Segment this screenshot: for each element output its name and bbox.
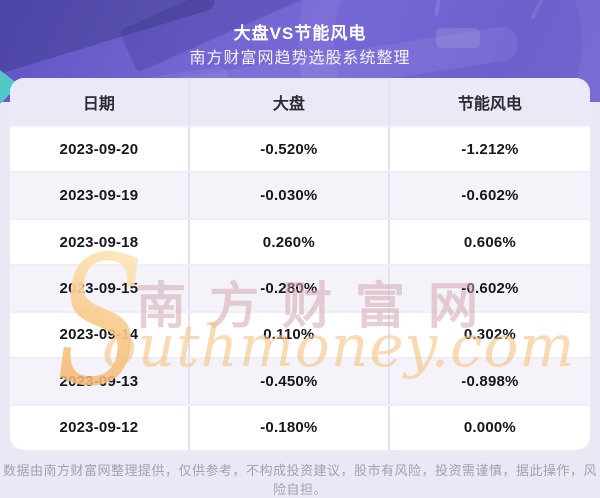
cell-date: 2023-09-12 (10, 405, 190, 450)
cell-stock-change: -1.212% (461, 140, 519, 158)
cell-stock-change: 0.000% (463, 419, 516, 437)
cell-date: 2023-09-13 (10, 359, 190, 404)
cell-stock-change: 0.302% (463, 326, 516, 344)
disclaimer-text: 数据由南方财富网整理提供，仅供参考，不构成投资建议，股市有风险，投资需谨慎，据此… (2, 463, 597, 497)
cell-stock-change: -0.602% (461, 279, 519, 297)
cell-stock-change: -0.898% (461, 372, 519, 390)
cell-market-change: -0.280% (190, 266, 390, 311)
cell-stock-change: 0.606% (463, 233, 516, 251)
table-row: 2023-09-19 -0.030% -0.602% (10, 171, 590, 218)
table-row: 2023-09-20 -0.520% -1.212% (10, 125, 590, 172)
table-row: 2023-09-18 0.260% 0.606% (10, 217, 590, 265)
table-row: 2023-09-15 -0.280% -0.602% (10, 264, 590, 311)
cell-market-change: 0.260% (190, 219, 390, 265)
cell-market-change: 0.110% (190, 312, 390, 358)
cell-date: 2023-09-20 (10, 127, 190, 172)
cell-date: 2023-09-14 (10, 312, 190, 358)
table-row: 2023-09-14 0.110% 0.302% (10, 310, 590, 358)
comparison-table: 日期 大盘 节能风电 2023-09-20 -0.520% -1.212% 20… (10, 78, 590, 450)
column-header-market: 大盘 (190, 78, 390, 125)
table-body: 2023-09-20 -0.520% -1.212% 2023-09-19 -0… (10, 125, 590, 450)
cell-market-change: -0.450% (190, 359, 390, 404)
table-header-row: 日期 大盘 节能风电 (10, 78, 590, 125)
cell-date: 2023-09-19 (10, 173, 190, 218)
column-header-date: 日期 (10, 78, 190, 125)
page-subtitle: 南方财富网趋势选股系统整理 (189, 50, 411, 67)
column-header-stock: 节能风电 (457, 95, 522, 113)
cell-market-change: -0.520% (190, 127, 390, 172)
page-title: 大盘VS节能风电 (233, 24, 367, 43)
table-row: 2023-09-13 -0.450% -0.898% (10, 357, 590, 404)
cell-date: 2023-09-18 (10, 219, 190, 265)
table-row: 2023-09-12 -0.180% 0.000% (10, 403, 590, 450)
cell-date: 2023-09-15 (10, 266, 190, 311)
cell-market-change: -0.180% (190, 405, 390, 450)
decorative-shape (436, 28, 480, 48)
cell-stock-change: -0.602% (461, 187, 519, 205)
cell-market-change: -0.030% (190, 173, 390, 218)
